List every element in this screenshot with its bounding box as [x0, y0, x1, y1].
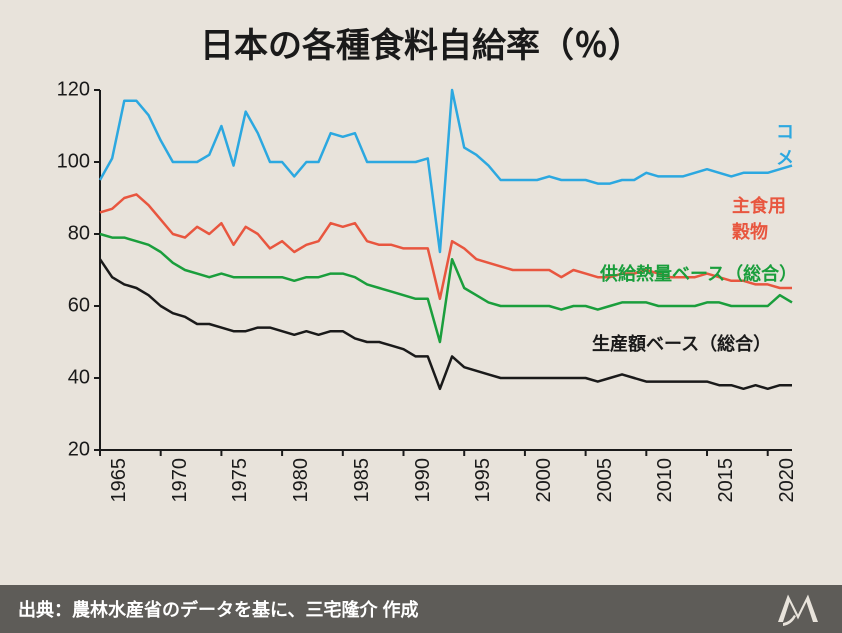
- x-tick-label: 2010: [654, 458, 677, 503]
- x-tick-label: 2000: [533, 458, 556, 503]
- x-tick-label: 1995: [472, 458, 495, 503]
- x-tick-label: 1980: [290, 458, 313, 503]
- chart-title: 日本の各種食料自給率（％）: [0, 0, 842, 67]
- x-tick-label: 2020: [776, 458, 799, 503]
- x-tick-label: 2005: [594, 458, 617, 503]
- x-tick-label: 1965: [108, 458, 131, 503]
- y-tick-label: 120: [57, 79, 90, 102]
- x-tick-label: 2015: [715, 458, 738, 503]
- series-label-calorie-basis: 供給熱量ベース（総合）: [600, 260, 797, 286]
- y-tick-label: 80: [68, 223, 90, 246]
- y-tick-label: 20: [68, 439, 90, 462]
- y-tick-label: 40: [68, 367, 90, 390]
- attribution-text: 出典：農林水産省のデータを基に、三宅隆介 作成: [18, 596, 418, 622]
- chart-area: 2040608010012019651970197519801985199019…: [52, 90, 802, 540]
- x-tick-label: 1975: [229, 458, 252, 503]
- x-tick-label: 1970: [169, 458, 192, 503]
- logo: [772, 587, 824, 627]
- series-calorie-basis: [100, 234, 792, 342]
- series-label-staple-grain: 主食用穀物: [732, 192, 802, 244]
- series-rice: [100, 90, 792, 252]
- y-tick-label: 60: [68, 295, 90, 318]
- x-tick-label: 1985: [351, 458, 374, 503]
- y-tick-label: 100: [57, 151, 90, 174]
- footer-bar: 出典：農林水産省のデータを基に、三宅隆介 作成: [0, 585, 842, 633]
- series-label-production-value-basis: 生産額ベース（総合）: [592, 330, 771, 356]
- x-tick-label: 1990: [412, 458, 435, 503]
- series-label-rice: コメ: [776, 118, 802, 170]
